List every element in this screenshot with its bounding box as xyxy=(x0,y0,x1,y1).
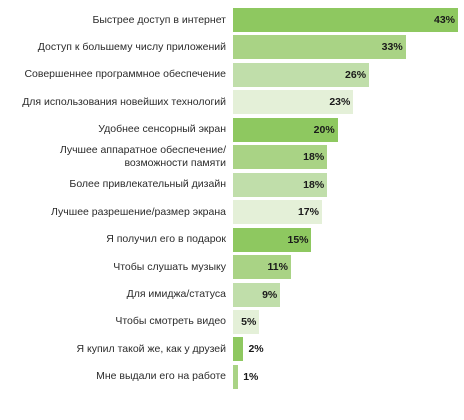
category-label: Для использования новейших технологий xyxy=(22,95,226,108)
value-label: 9% xyxy=(262,288,278,301)
category-label: Более привлекательный дизайн xyxy=(69,178,226,191)
bar xyxy=(233,200,322,225)
value-label: 33% xyxy=(381,41,403,54)
category-label: Лучшее аппаратное обеспечение/ возможнос… xyxy=(59,144,226,170)
bar xyxy=(233,145,328,170)
value-label: 18% xyxy=(303,151,325,164)
bar xyxy=(233,255,291,280)
category-label: Лучшее разрешение/размер экрана xyxy=(51,205,226,218)
bar xyxy=(233,35,406,60)
bar xyxy=(233,172,328,197)
bar xyxy=(233,337,244,362)
category-label: Мне выдали его на работе xyxy=(96,370,226,383)
category-label: Удобнее сенсорный экран xyxy=(98,123,226,136)
category-label: Быстрее доступ в интернет xyxy=(92,13,226,26)
bar xyxy=(233,227,312,252)
bar xyxy=(233,282,281,307)
bar xyxy=(233,364,239,389)
value-label: 2% xyxy=(248,343,264,356)
value-label: 15% xyxy=(287,233,309,246)
bar xyxy=(233,309,260,334)
value-label: 18% xyxy=(303,178,325,191)
value-label: 11% xyxy=(267,261,288,274)
category-label: Доступ к большему числу приложений xyxy=(37,40,226,53)
bar xyxy=(233,8,458,32)
value-label: 5% xyxy=(241,315,257,328)
category-label: Я получил его в подарок xyxy=(106,233,226,246)
bar xyxy=(233,90,354,115)
category-label: Совершеннее программное обеспечение xyxy=(24,68,226,81)
value-label: 17% xyxy=(297,206,319,219)
value-label: 20% xyxy=(313,123,335,136)
category-label: Чтобы слушать музыку xyxy=(113,260,226,273)
value-label: 43% xyxy=(434,14,456,26)
category-label: Для имиджа/статуса xyxy=(126,288,226,300)
value-label: 26% xyxy=(345,68,367,81)
value-label: 23% xyxy=(329,96,351,109)
bar xyxy=(233,117,338,142)
category-label: Я купил такой же, как у друзей xyxy=(76,342,226,355)
category-label: Чтобы смотреть видео xyxy=(115,315,226,328)
value-label: 1% xyxy=(243,370,259,383)
bar xyxy=(233,62,370,87)
